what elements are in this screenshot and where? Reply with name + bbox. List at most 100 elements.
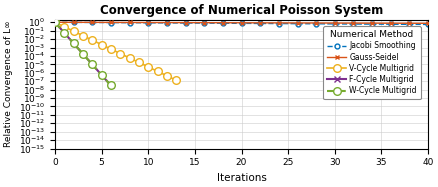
Line: W-Cycle Multigrid: W-Cycle Multigrid: [51, 19, 115, 89]
V-Cycle Multigrid: [164, 75, 170, 77]
W-Cycle Multigrid: [99, 74, 104, 76]
Gauss-Seidel: [80, 21, 85, 23]
Jacobi Smoothing: [276, 22, 282, 25]
V-Cycle Multigrid: [155, 70, 160, 73]
Jacobi Smoothing: [248, 22, 254, 24]
V-Cycle Multigrid: [99, 43, 104, 46]
Gauss-Seidel: [398, 22, 403, 24]
V-Cycle Multigrid: [62, 26, 67, 28]
Jacobi Smoothing: [136, 22, 141, 24]
Jacobi Smoothing: [164, 22, 170, 24]
V-Cycle Multigrid: [80, 35, 85, 37]
Jacobi Smoothing: [145, 22, 151, 24]
Jacobi Smoothing: [370, 23, 375, 25]
Gauss-Seidel: [258, 22, 263, 24]
Gauss-Seidel: [71, 21, 76, 23]
W-Cycle Multigrid: [80, 53, 85, 55]
Line: F-Cycle Multigrid: F-Cycle Multigrid: [52, 19, 114, 88]
V-Cycle Multigrid: [145, 66, 151, 68]
V-Cycle Multigrid: [117, 52, 123, 55]
Gauss-Seidel: [276, 22, 282, 24]
Gauss-Seidel: [239, 22, 244, 24]
Gauss-Seidel: [136, 21, 141, 24]
Jacobi Smoothing: [239, 22, 244, 24]
Gauss-Seidel: [155, 22, 160, 24]
Jacobi Smoothing: [314, 23, 319, 25]
V-Cycle Multigrid: [52, 21, 57, 23]
Jacobi Smoothing: [407, 23, 412, 25]
W-Cycle Multigrid: [71, 42, 76, 45]
Gauss-Seidel: [201, 22, 207, 24]
F-Cycle Multigrid: [90, 63, 95, 65]
Gauss-Seidel: [416, 22, 421, 24]
Gauss-Seidel: [407, 22, 412, 24]
Gauss-Seidel: [52, 21, 57, 23]
Gauss-Seidel: [90, 21, 95, 24]
Jacobi Smoothing: [258, 22, 263, 24]
V-Cycle Multigrid: [136, 61, 141, 64]
Gauss-Seidel: [127, 21, 132, 24]
Gauss-Seidel: [379, 22, 384, 24]
Gauss-Seidel: [220, 22, 226, 24]
Gauss-Seidel: [304, 22, 310, 24]
Gauss-Seidel: [248, 22, 254, 24]
Gauss-Seidel: [62, 21, 67, 23]
Jacobi Smoothing: [99, 21, 104, 24]
Line: Jacobi Smoothing: Jacobi Smoothing: [53, 20, 431, 27]
F-Cycle Multigrid: [108, 84, 113, 87]
Gauss-Seidel: [173, 22, 179, 24]
Gauss-Seidel: [342, 22, 347, 24]
Jacobi Smoothing: [80, 21, 85, 24]
Gauss-Seidel: [145, 21, 151, 24]
Gauss-Seidel: [370, 22, 375, 24]
X-axis label: Iterations: Iterations: [217, 173, 266, 183]
Jacobi Smoothing: [108, 22, 113, 24]
Gauss-Seidel: [192, 22, 198, 24]
Jacobi Smoothing: [295, 23, 300, 25]
Gauss-Seidel: [108, 21, 113, 24]
Jacobi Smoothing: [388, 23, 393, 25]
F-Cycle Multigrid: [99, 74, 104, 76]
Jacobi Smoothing: [155, 22, 160, 24]
F-Cycle Multigrid: [52, 21, 57, 23]
Gauss-Seidel: [426, 22, 431, 24]
Jacobi Smoothing: [426, 23, 431, 26]
Gauss-Seidel: [295, 22, 300, 24]
V-Cycle Multigrid: [71, 30, 76, 32]
Jacobi Smoothing: [211, 22, 216, 24]
Gauss-Seidel: [117, 21, 123, 24]
Gauss-Seidel: [360, 22, 365, 24]
V-Cycle Multigrid: [90, 39, 95, 41]
Line: Gauss-Seidel: Gauss-Seidel: [53, 20, 431, 26]
Jacobi Smoothing: [267, 22, 272, 25]
Jacobi Smoothing: [220, 22, 226, 24]
Line: V-Cycle Multigrid: V-Cycle Multigrid: [51, 19, 180, 84]
Jacobi Smoothing: [342, 23, 347, 25]
Gauss-Seidel: [230, 22, 235, 24]
Gauss-Seidel: [332, 22, 337, 24]
Gauss-Seidel: [183, 22, 188, 24]
Jacobi Smoothing: [304, 23, 310, 25]
Jacobi Smoothing: [416, 23, 421, 25]
V-Cycle Multigrid: [108, 48, 113, 50]
Jacobi Smoothing: [379, 23, 384, 25]
Legend: Jacobi Smoothing, Gauss-Seidel, V-Cycle Multigrid, F-Cycle Multigrid, W-Cycle Mu: Jacobi Smoothing, Gauss-Seidel, V-Cycle …: [323, 26, 420, 99]
W-Cycle Multigrid: [52, 21, 57, 23]
Jacobi Smoothing: [192, 22, 198, 24]
F-Cycle Multigrid: [71, 42, 76, 45]
F-Cycle Multigrid: [80, 53, 85, 55]
Jacobi Smoothing: [332, 23, 337, 25]
Jacobi Smoothing: [127, 22, 132, 24]
W-Cycle Multigrid: [62, 32, 67, 34]
Jacobi Smoothing: [62, 21, 67, 23]
W-Cycle Multigrid: [108, 84, 113, 87]
Gauss-Seidel: [211, 22, 216, 24]
Jacobi Smoothing: [183, 22, 188, 24]
Jacobi Smoothing: [201, 22, 207, 24]
Jacobi Smoothing: [117, 22, 123, 24]
Jacobi Smoothing: [323, 23, 328, 25]
Jacobi Smoothing: [360, 23, 365, 25]
Gauss-Seidel: [351, 22, 356, 24]
Gauss-Seidel: [323, 22, 328, 24]
W-Cycle Multigrid: [90, 63, 95, 65]
